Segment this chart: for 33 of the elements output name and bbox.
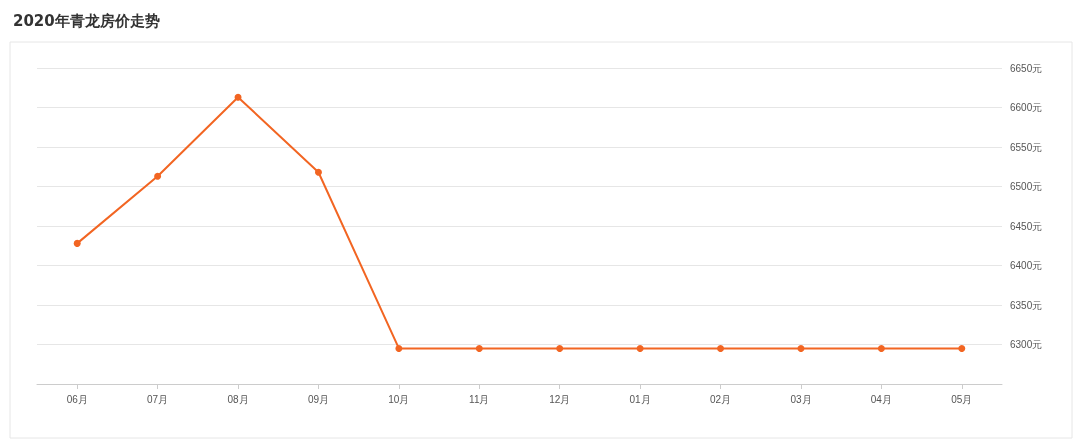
point bbox=[73, 239, 81, 247]
point bbox=[395, 344, 403, 352]
x-tick-label: 12月 bbox=[549, 393, 571, 405]
point bbox=[475, 344, 483, 352]
point bbox=[636, 344, 644, 352]
x-tick-label: 04月 bbox=[870, 393, 892, 405]
chart-title: 2020年青龙房价走势 bbox=[13, 11, 160, 30]
y-tick-label: 6600元 bbox=[1010, 102, 1043, 113]
x-tick-label: 03月 bbox=[790, 393, 812, 405]
x-tick-label: 10月 bbox=[388, 393, 410, 405]
point bbox=[314, 168, 322, 176]
x-tick-label: 09月 bbox=[307, 393, 330, 405]
y-tick-label: 6300元 bbox=[1010, 339, 1043, 350]
x-tick-label: 06月 bbox=[66, 393, 88, 405]
y-tick-label: 6400元 bbox=[1010, 260, 1043, 271]
point bbox=[797, 344, 805, 352]
x-tick-label: 05月 bbox=[951, 393, 973, 405]
x-tick-label: 07月 bbox=[147, 393, 169, 405]
x-tick-label: 08月 bbox=[227, 393, 249, 405]
y-tick-label: 6550元 bbox=[1010, 141, 1043, 153]
point bbox=[717, 344, 725, 352]
point bbox=[877, 344, 885, 352]
point bbox=[556, 344, 564, 352]
y-tick-label: 6350元 bbox=[1010, 299, 1043, 311]
x-tick-label: 11月 bbox=[469, 393, 490, 405]
x-tick-label: 01月 bbox=[629, 393, 651, 405]
point bbox=[154, 172, 162, 180]
point bbox=[958, 344, 966, 352]
y-tick-label: 6650元 bbox=[1010, 62, 1043, 74]
y-tick-label: 6450元 bbox=[1010, 220, 1043, 232]
x-tick-label: 02月 bbox=[709, 393, 732, 405]
y-tick-label: 6500元 bbox=[1010, 181, 1043, 192]
point bbox=[234, 93, 242, 101]
